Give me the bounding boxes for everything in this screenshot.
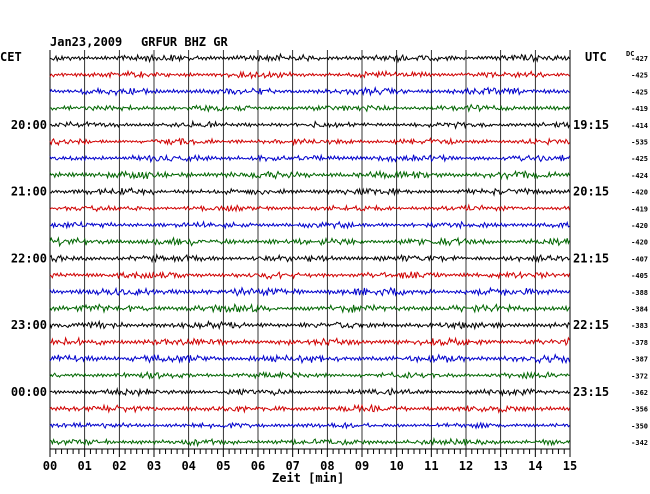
seismic-trace — [49, 103, 571, 113]
dc-offset-label: -405 — [631, 272, 648, 280]
dc-offset-label: -425 — [631, 88, 648, 96]
dc-offset-label: -342 — [631, 439, 648, 447]
dc-offset-label: -420 — [631, 222, 648, 230]
x-tick-label: 05 — [216, 459, 230, 473]
seismic-trace — [49, 52, 571, 64]
seismic-trace — [49, 270, 571, 280]
time-label-left: 20:00 — [11, 118, 47, 132]
seismic-trace — [49, 403, 571, 414]
x-tick-label: 14 — [528, 459, 542, 473]
time-label-right: 22:15 — [573, 318, 609, 332]
dc-offset-label: -425 — [631, 72, 648, 80]
dc-offset-label: -424 — [631, 172, 648, 180]
seismic-trace — [50, 336, 571, 347]
x-tick-label: 09 — [355, 459, 369, 473]
station-label: GRFUR BHZ GR — [141, 35, 228, 49]
dc-offset-label: -387 — [631, 356, 648, 364]
x-tick-label: 13 — [493, 459, 507, 473]
x-tick-label: 00 — [43, 459, 57, 473]
dc-label: DC — [626, 50, 634, 58]
seismic-trace — [49, 169, 571, 181]
seismic-trace — [49, 86, 570, 97]
seismic-trace — [49, 253, 570, 264]
dc-offset-label: -407 — [631, 255, 648, 263]
seismic-trace — [49, 153, 571, 164]
dc-offset-label: -535 — [631, 139, 648, 147]
seismic-trace — [49, 119, 571, 130]
seismic-trace — [49, 286, 571, 297]
x-tick-label: 01 — [77, 459, 91, 473]
x-axis-title: Zeit [min] — [272, 471, 344, 485]
dc-offset-label: -350 — [631, 422, 648, 430]
time-label-right: 20:15 — [573, 185, 609, 199]
dc-offset-label: -414 — [631, 122, 648, 130]
seismic-trace — [49, 236, 571, 248]
time-label-right: 23:15 — [573, 385, 609, 399]
time-label-left: 21:00 — [11, 185, 47, 199]
x-tick-label: 03 — [147, 459, 161, 473]
dc-offset-label: -383 — [631, 322, 648, 330]
seismic-trace — [49, 69, 570, 80]
seismic-trace — [49, 220, 570, 230]
time-label-left: 00:00 — [11, 385, 47, 399]
time-label-right: 21:15 — [573, 251, 609, 265]
seismic-trace — [49, 137, 570, 147]
dc-offset-label: -388 — [631, 289, 648, 297]
dc-offset-label: -356 — [631, 406, 648, 414]
x-tick-label: 02 — [112, 459, 126, 473]
seismic-trace — [49, 203, 571, 213]
dc-offset-label: -378 — [631, 339, 648, 347]
dc-offset-label: -419 — [631, 105, 648, 113]
x-tick-label: 07 — [285, 459, 299, 473]
dc-offset-label: -427 — [631, 55, 648, 63]
x-tick-label: 10 — [389, 459, 403, 473]
x-tick-label: 12 — [459, 459, 473, 473]
seismic-trace — [49, 386, 570, 398]
dc-offset-label: -372 — [631, 372, 648, 380]
dc-offset-label: -384 — [631, 306, 648, 314]
seismic-trace — [49, 353, 571, 365]
x-tick-label: 15 — [563, 459, 577, 473]
dc-offset-label: -362 — [631, 389, 648, 397]
time-label-left: 22:00 — [11, 251, 47, 265]
right-timezone-label: UTC — [585, 50, 607, 64]
dc-offset-label: -425 — [631, 155, 648, 163]
x-tick-label: 04 — [181, 459, 195, 473]
dc-offset-label: -419 — [631, 205, 648, 213]
seismic-trace — [49, 370, 570, 380]
date-label: Jan23,2009 — [50, 35, 122, 49]
time-label-right: 19:15 — [573, 118, 609, 132]
time-label-left: 23:00 — [11, 318, 47, 332]
seismic-trace — [49, 319, 570, 331]
seismic-trace — [49, 437, 571, 448]
x-tick-label: 08 — [320, 459, 334, 473]
x-tick-label: 06 — [251, 459, 265, 473]
seismic-trace — [49, 302, 571, 314]
seismic-trace — [49, 421, 570, 430]
left-timezone-label: CET — [0, 50, 22, 64]
x-tick-label: 11 — [424, 459, 438, 473]
dc-offset-label: -420 — [631, 239, 648, 247]
seismic-trace — [49, 186, 571, 197]
dc-offset-label: -420 — [631, 189, 648, 197]
